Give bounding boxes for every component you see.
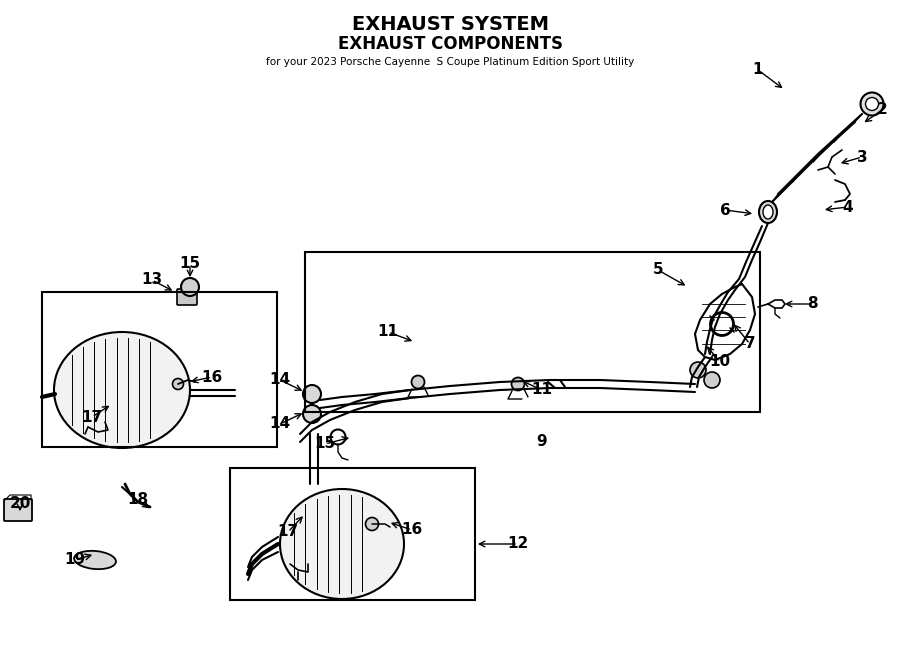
Circle shape bbox=[866, 97, 878, 111]
Text: 2: 2 bbox=[877, 103, 887, 117]
Text: 15: 15 bbox=[179, 256, 201, 271]
Circle shape bbox=[181, 278, 199, 296]
Text: 10: 10 bbox=[709, 354, 731, 369]
Circle shape bbox=[173, 379, 184, 389]
Bar bbox=[230, 468, 475, 600]
Text: 17: 17 bbox=[81, 410, 103, 424]
Ellipse shape bbox=[280, 489, 404, 599]
Bar bbox=[305, 252, 760, 412]
Circle shape bbox=[690, 362, 706, 378]
Ellipse shape bbox=[74, 551, 116, 569]
Text: 5: 5 bbox=[652, 263, 663, 277]
FancyBboxPatch shape bbox=[4, 499, 32, 521]
Circle shape bbox=[860, 93, 884, 115]
Text: 14: 14 bbox=[269, 373, 291, 387]
Text: EXHAUST COMPONENTS: EXHAUST COMPONENTS bbox=[338, 35, 562, 53]
Text: 16: 16 bbox=[202, 369, 222, 385]
Circle shape bbox=[303, 405, 321, 423]
Text: 6: 6 bbox=[720, 203, 731, 218]
Text: 17: 17 bbox=[277, 524, 299, 540]
Text: 19: 19 bbox=[65, 553, 86, 567]
Text: 9: 9 bbox=[536, 434, 547, 449]
Text: 13: 13 bbox=[141, 273, 163, 287]
Text: 4: 4 bbox=[842, 199, 853, 214]
FancyBboxPatch shape bbox=[177, 289, 197, 305]
Ellipse shape bbox=[759, 201, 777, 223]
Text: 1: 1 bbox=[752, 62, 763, 77]
Circle shape bbox=[511, 377, 525, 391]
Text: 11: 11 bbox=[532, 383, 553, 397]
Text: 12: 12 bbox=[508, 536, 528, 551]
Circle shape bbox=[365, 518, 379, 530]
Ellipse shape bbox=[54, 332, 190, 448]
Text: for your 2023 Porsche Cayenne  S Coupe Platinum Edition Sport Utility: for your 2023 Porsche Cayenne S Coupe Pl… bbox=[266, 57, 634, 67]
Text: 3: 3 bbox=[857, 150, 868, 164]
Text: 8: 8 bbox=[806, 297, 817, 312]
Ellipse shape bbox=[763, 205, 773, 219]
Text: 18: 18 bbox=[128, 493, 148, 508]
Text: 7: 7 bbox=[744, 336, 755, 352]
Text: 15: 15 bbox=[314, 436, 336, 451]
Text: 14: 14 bbox=[269, 416, 291, 432]
Circle shape bbox=[303, 385, 321, 403]
Text: 16: 16 bbox=[401, 522, 423, 538]
Text: EXHAUST SYSTEM: EXHAUST SYSTEM bbox=[352, 15, 548, 34]
Bar bbox=[42, 292, 277, 447]
Text: 11: 11 bbox=[377, 324, 399, 340]
Text: 20: 20 bbox=[9, 496, 31, 512]
Circle shape bbox=[704, 372, 720, 388]
Circle shape bbox=[411, 375, 425, 389]
